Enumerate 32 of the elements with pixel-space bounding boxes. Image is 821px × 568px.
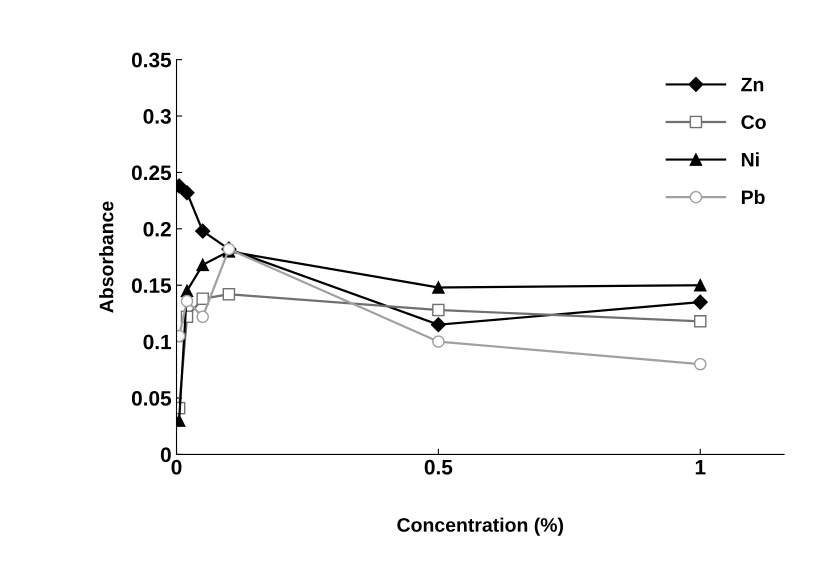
x-tick-label: 0.5 xyxy=(424,460,452,475)
point xyxy=(179,185,195,200)
y-axis-title: Absorbance xyxy=(99,201,114,313)
point xyxy=(692,294,708,310)
legend-label: Co xyxy=(741,115,766,129)
y-tick-label: 0.35 xyxy=(132,52,172,68)
y-tick-label: 0.05 xyxy=(132,391,172,406)
point xyxy=(432,304,445,316)
point xyxy=(432,281,445,294)
y-tick-label: 0.15 xyxy=(132,278,172,293)
y-tick-label: 0 xyxy=(160,447,171,462)
point xyxy=(196,310,209,324)
point xyxy=(195,224,210,239)
x-tick-label: 0 xyxy=(172,460,182,475)
y-tick-label: 0.2 xyxy=(144,222,171,237)
x-tick-label: 1 xyxy=(696,460,706,474)
legend-label: Pb xyxy=(742,190,765,204)
y-tick-label: 0.3 xyxy=(144,109,171,124)
point xyxy=(196,258,209,272)
x-axis-title: Concentration (%) xyxy=(397,518,564,536)
y-tick-label: 0.1 xyxy=(144,334,172,350)
point xyxy=(180,294,194,308)
legend-label: Zn xyxy=(741,78,764,92)
point xyxy=(430,317,446,332)
point xyxy=(222,288,236,300)
legend-label: Ni xyxy=(742,152,759,166)
point xyxy=(694,358,707,370)
point xyxy=(196,292,209,305)
y-tick-label: 0.25 xyxy=(132,165,172,180)
point xyxy=(694,278,707,292)
point xyxy=(432,335,445,348)
point xyxy=(694,315,707,328)
